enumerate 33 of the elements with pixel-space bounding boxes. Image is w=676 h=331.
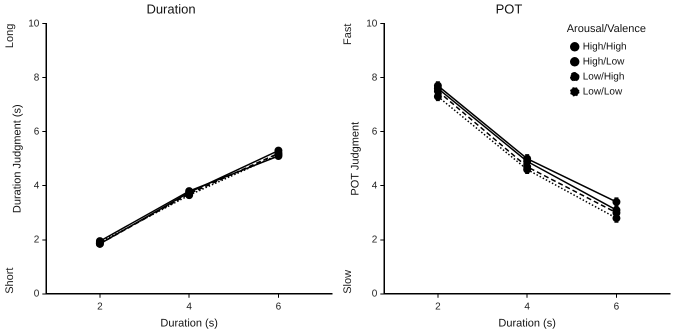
legend-label: High/High bbox=[582, 42, 627, 53]
text: Long bbox=[4, 24, 16, 48]
legend-title: Arousal/Valence bbox=[566, 23, 646, 36]
y-axis-title: POT Judgment bbox=[350, 122, 362, 196]
text: Short bbox=[4, 268, 16, 294]
y-tick-label: 2 bbox=[372, 234, 378, 246]
legend-label: Low/Low bbox=[582, 86, 623, 98]
x-tick-label: 2 bbox=[435, 302, 442, 313]
chart-title: Duration bbox=[146, 1, 196, 16]
legend-label: High/Low bbox=[582, 56, 626, 68]
x-axis-title: Duration (s) bbox=[160, 317, 218, 330]
x-tick-label: 6 bbox=[614, 302, 620, 313]
text: Slow bbox=[342, 270, 354, 294]
y-tick-label: 8 bbox=[34, 72, 40, 84]
x-tick-label: 4 bbox=[524, 302, 530, 313]
x-axis-title: Duration (s) bbox=[498, 317, 556, 330]
y-axis-title: Duration Judgment (s) bbox=[12, 104, 24, 214]
y-tick-label: 2 bbox=[34, 234, 40, 246]
y-tick-label: 6 bbox=[372, 126, 378, 138]
chart-title: POT bbox=[496, 1, 522, 16]
y-tick-label: 10 bbox=[28, 18, 40, 30]
legend-label: Low/High bbox=[582, 72, 624, 83]
x-tick-label: 2 bbox=[97, 302, 104, 313]
y-tick-label: 4 bbox=[34, 180, 40, 192]
y-tick-label: 0 bbox=[34, 288, 40, 300]
text: Fast bbox=[342, 24, 354, 46]
x-tick-label: 4 bbox=[186, 302, 192, 313]
y-tick-label: 0 bbox=[372, 288, 378, 300]
y-tick-label: 6 bbox=[34, 126, 40, 138]
x-tick-label: 6 bbox=[276, 302, 282, 313]
y-tick-label: 8 bbox=[372, 72, 378, 84]
y-tick-label: 10 bbox=[366, 18, 378, 30]
y-tick-label: 4 bbox=[372, 180, 378, 192]
